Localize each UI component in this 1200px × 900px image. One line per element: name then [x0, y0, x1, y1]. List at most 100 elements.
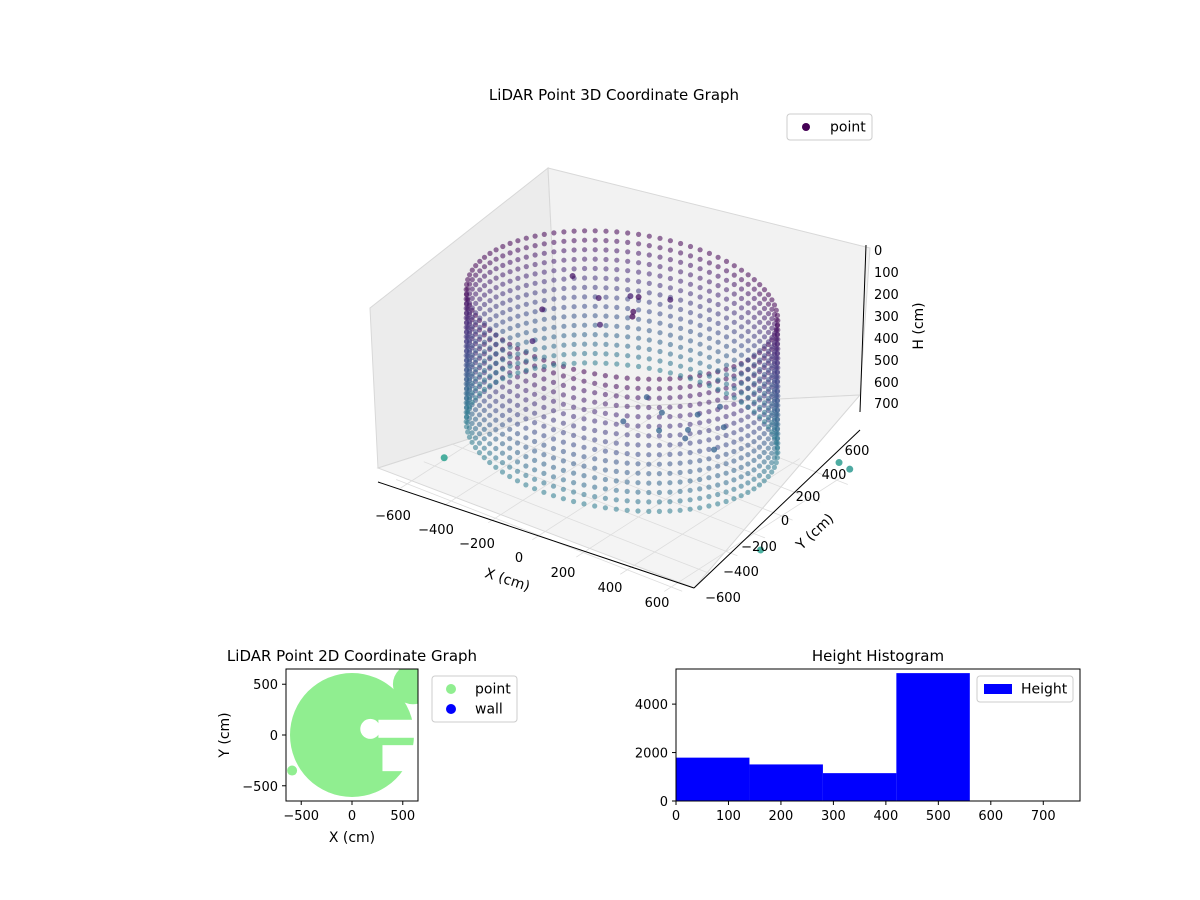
point-305 [571, 256, 577, 263]
point-426 [523, 387, 529, 394]
z-tick-label-3d: 700 [874, 397, 899, 412]
point-289 [731, 291, 737, 297]
point-131 [515, 247, 521, 253]
point-118 [646, 243, 652, 249]
point-569 [636, 288, 642, 294]
point-209 [636, 250, 642, 256]
point-78 [646, 376, 652, 382]
point-391 [614, 267, 620, 273]
point-372 [769, 335, 775, 341]
point-376 [751, 314, 757, 320]
point-1106 [667, 351, 674, 357]
interior-point-9 [643, 394, 650, 401]
point-1182 [769, 420, 775, 426]
point-399 [532, 271, 538, 277]
point-125 [571, 238, 577, 244]
histogram-y-tick-label: 4000 [635, 698, 668, 713]
point-245 [514, 364, 521, 371]
point-482 [603, 275, 609, 281]
point-732 [769, 372, 775, 378]
point-442 [687, 412, 693, 418]
histogram-y-tick-label: 0 [660, 795, 668, 810]
histogram-y-tick-label: 2000 [635, 747, 668, 762]
point-1011 [715, 358, 721, 364]
point-844 [582, 313, 588, 319]
point-555 [757, 338, 763, 344]
point-1078 [738, 464, 744, 470]
point-911 [771, 396, 778, 402]
point-406 [481, 292, 488, 298]
point-228 [473, 281, 479, 288]
point-647 [745, 338, 751, 344]
point-572 [603, 285, 609, 291]
point-994 [769, 441, 775, 447]
point-1230 [481, 445, 487, 451]
point-427 [532, 391, 538, 397]
point-103 [765, 301, 772, 307]
x-tick-label-2d: 500 [390, 809, 415, 824]
point-1057 [532, 457, 538, 463]
point-341 [571, 395, 577, 401]
point-225 [487, 269, 493, 275]
point-1131 [465, 390, 471, 396]
point-124 [582, 237, 588, 243]
histogram-x-tick-label: 200 [769, 809, 794, 824]
point-1064 [602, 476, 609, 483]
point-1240 [560, 486, 567, 492]
point-208 [646, 252, 652, 258]
x-tick-label-3d: 0 [515, 551, 523, 566]
point-551 [771, 359, 778, 365]
point-1303 [500, 376, 506, 382]
point-514 [507, 388, 513, 395]
point-642 [769, 363, 775, 369]
point-838 [646, 318, 652, 324]
point-937 [551, 324, 557, 330]
point-516 [523, 397, 529, 403]
point-1205 [571, 351, 577, 357]
point-918 [738, 362, 745, 368]
point-917 [745, 366, 751, 372]
z-tick-label-3d: 500 [874, 354, 899, 369]
point-1025 [571, 332, 577, 338]
point-1014 [687, 347, 694, 353]
y-tick-label-2d: −500 [242, 780, 278, 795]
point-1120 [523, 348, 529, 355]
point-338 [541, 385, 547, 392]
point-107 [745, 281, 751, 287]
point-1144 [507, 455, 513, 461]
point-711 [677, 441, 683, 447]
point-898 [738, 445, 744, 452]
point-652 [706, 316, 713, 323]
point-1280 [723, 390, 730, 397]
point-120 [625, 239, 631, 245]
point-974 [602, 467, 609, 473]
point-1255 [715, 491, 721, 498]
point-1279 [731, 395, 737, 401]
point-1158 [646, 489, 652, 496]
point-1333 [592, 503, 598, 509]
point-1023 [592, 332, 598, 338]
point-1298 [541, 363, 547, 370]
point-896 [723, 451, 729, 457]
point-389 [636, 269, 642, 275]
point-1199 [636, 354, 642, 360]
point-1038 [473, 366, 479, 373]
point-373 [765, 329, 772, 335]
point-949 [469, 361, 475, 368]
point-630 [751, 420, 757, 426]
point-1163 [697, 486, 703, 492]
point-657 [657, 301, 663, 307]
point-832 [706, 335, 713, 341]
point-354 [706, 399, 712, 405]
interior-point-8 [620, 418, 627, 425]
histogram-x-tick-label: 500 [926, 809, 951, 824]
point-1329 [550, 493, 557, 499]
point-891 [677, 460, 683, 466]
point-36 [561, 229, 567, 235]
point-752 [603, 304, 609, 310]
chart-3d-pane-floor [376, 394, 862, 589]
point-655 [678, 306, 684, 313]
point-950 [467, 366, 473, 372]
point-522 [581, 416, 587, 422]
point-979 [656, 471, 663, 477]
